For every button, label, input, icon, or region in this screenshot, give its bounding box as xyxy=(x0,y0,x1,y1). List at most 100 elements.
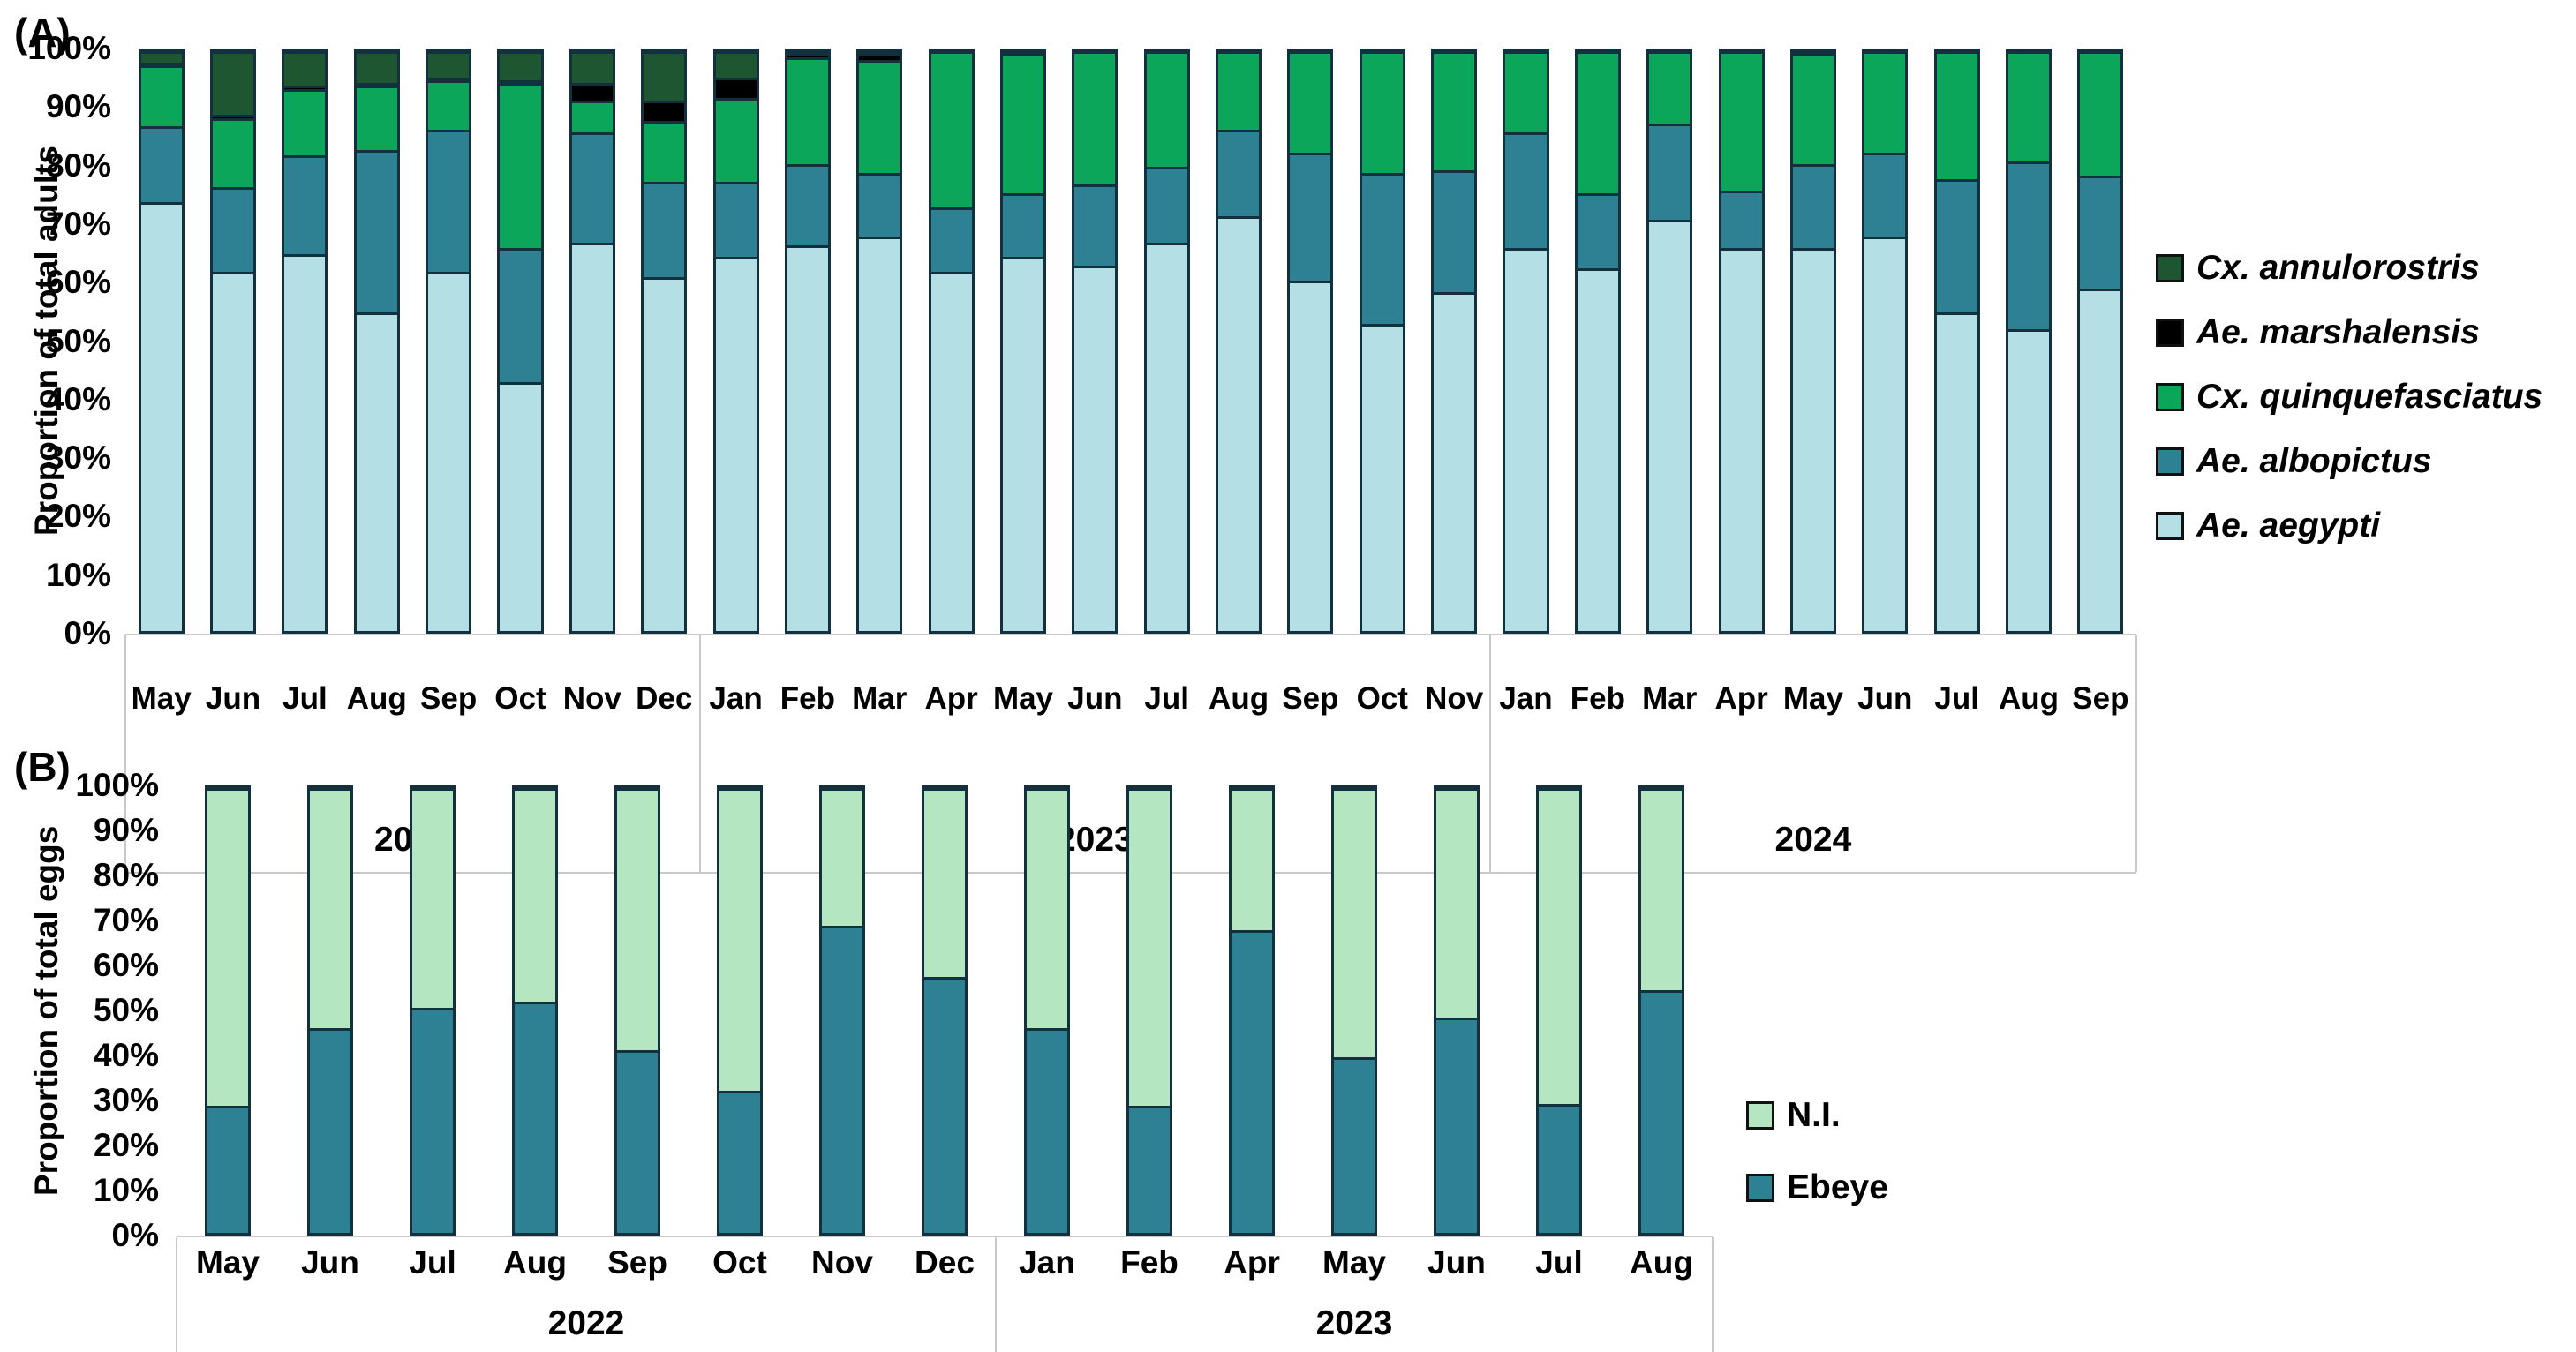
bar-segment-ae--albopictus xyxy=(1218,129,1260,217)
bar-segment-cx--quinquefasciatus xyxy=(1649,51,1691,124)
bar-segment-ae--aegypti xyxy=(1936,312,1977,631)
bar-column-feb-20 xyxy=(1562,49,1633,634)
x-tick-label: Jul xyxy=(1934,681,1979,716)
y-tick-label: 40% xyxy=(93,1037,159,1073)
legend-item: Ebeye xyxy=(1746,1168,1888,1207)
bar-segment-ae--aegypti xyxy=(1649,219,1691,631)
stacked-bar xyxy=(716,785,764,1236)
bar-segment-ae--aegypti xyxy=(1002,257,1044,631)
bar-column-jun-1 xyxy=(197,49,268,634)
plot-area-b xyxy=(177,785,1713,1236)
stacked-bar xyxy=(1228,785,1276,1236)
bar-segment-ebeye xyxy=(616,1050,659,1233)
bar-segment-n-i- xyxy=(1435,788,1478,1018)
stacked-bar xyxy=(999,49,1047,634)
bar-segment-cx--quinquefasciatus xyxy=(1864,51,1906,153)
x-tick-label: Jun xyxy=(205,681,261,716)
stacked-bar xyxy=(409,785,456,1236)
bar-segment-cx--quinquefasciatus xyxy=(644,120,685,182)
y-tick-label: 70% xyxy=(93,902,159,938)
bar-column-dec-7 xyxy=(629,49,700,634)
y-tick-label: 100% xyxy=(75,767,159,803)
stacked-bar xyxy=(1789,49,1836,634)
bar-segment-ae--aegypti xyxy=(1792,248,1834,631)
x-tick-label: Feb xyxy=(1120,1244,1179,1281)
bar-column-jul-14 xyxy=(1131,49,1202,634)
x-tick-label: May xyxy=(1782,681,1843,716)
bar-segment-ae--albopictus xyxy=(1577,192,1618,269)
bar-column-may-11 xyxy=(1303,785,1405,1236)
bar-segment-n-i- xyxy=(207,788,249,1107)
stacked-bar xyxy=(1359,49,1405,634)
x-tick-label: Aug xyxy=(503,1244,567,1281)
bar-segment-ae--albopictus xyxy=(1505,132,1547,249)
legend-species: Cx. annulorostris Ae. marshalensis Cx. qui… xyxy=(2156,249,2542,571)
bar-column-nov-18 xyxy=(1418,49,1489,634)
year-separator-line xyxy=(698,635,701,872)
bar-column-jun-1 xyxy=(279,785,381,1236)
bar-segment-cx--annulorostris xyxy=(356,51,397,84)
bar-segment-ebeye xyxy=(1333,1056,1375,1233)
x-tick-label: Aug xyxy=(1630,1244,1693,1281)
stacked-bar xyxy=(282,49,328,634)
bar-segment-cx--annulorostris xyxy=(571,51,613,84)
year-label-2022: 2022 xyxy=(547,1304,625,1342)
bar-column-dec-7 xyxy=(893,785,996,1236)
bar-segment-cx--quinquefasciatus xyxy=(715,97,757,182)
stacked-bar xyxy=(306,785,354,1236)
x-tick-label: Sep xyxy=(1282,681,1339,716)
bar-segment-ae--marshalensis xyxy=(213,115,254,118)
bar-segment-ae--albopictus xyxy=(1002,192,1044,258)
bar-segment-ae--marshalensis xyxy=(644,100,685,121)
bar-segment-cx--quinquefasciatus xyxy=(500,83,541,249)
bar-column-aug-26 xyxy=(1992,49,2064,634)
bar-segment-ebeye xyxy=(514,1001,556,1233)
bar-segment-n-i- xyxy=(616,788,659,1051)
year-label-2024: 2024 xyxy=(1774,821,1852,859)
bar-column-aug-3 xyxy=(484,785,586,1236)
bar-segment-ae--aegypti xyxy=(1361,323,1403,631)
bar-segment-ae--aegypti xyxy=(1721,248,1762,631)
x-tick-label: May xyxy=(1322,1244,1386,1281)
bar-segment-n-i- xyxy=(1026,788,1068,1029)
bar-segment-cx--quinquefasciatus xyxy=(284,88,326,156)
bar-column-jun-13 xyxy=(1059,49,1131,634)
bar-segment-ae--aegypti xyxy=(356,312,397,631)
bar-column-may-0 xyxy=(177,785,279,1236)
x-tick-label: Dec xyxy=(915,1244,975,1281)
x-tick-label: Sep xyxy=(607,1244,667,1281)
bar-segment-cx--quinquefasciatus xyxy=(787,56,828,165)
bar-segment-ebeye xyxy=(309,1028,351,1233)
stacked-bar xyxy=(497,49,544,634)
bar-segment-ebeye xyxy=(1128,1106,1171,1233)
bar-segment-ae--albopictus xyxy=(356,149,397,312)
x-tick-label: Sep xyxy=(2072,681,2129,716)
x-tick-label: Jun xyxy=(1067,681,1123,716)
legend-swatch-icon xyxy=(1746,1101,1774,1130)
bar-segment-ae--aegypti xyxy=(1074,266,1116,631)
stacked-bar xyxy=(1933,49,1980,634)
x-tick-label: Jun xyxy=(1857,681,1913,716)
bar-column-jul-25 xyxy=(1921,49,1992,634)
x-tick-label: Dec xyxy=(636,681,693,716)
legend-item: Ae. aegypti xyxy=(2156,507,2542,545)
bar-segment-ae--albopictus xyxy=(213,187,254,272)
stacked-bar xyxy=(1023,785,1071,1236)
bar-column-may-23 xyxy=(1777,49,1849,634)
bar-segment-ae--aegypti xyxy=(2080,289,2121,631)
bar-segment-ae--aegypti xyxy=(644,277,685,631)
bar-segment-cx--quinquefasciatus xyxy=(1721,51,1762,191)
bar-column-may-0 xyxy=(125,49,197,634)
bar-segment-cx--annulorostris xyxy=(428,51,470,78)
legend-label: Cx. annulorostris xyxy=(2196,249,2480,287)
legend-label: N.I. xyxy=(1787,1096,1841,1134)
x-tick-label: Oct xyxy=(494,681,546,716)
bar-segment-ebeye xyxy=(1231,930,1273,1233)
bar-segment-ae--aegypti xyxy=(2007,329,2050,631)
legend-sites: N.I. Ebeye xyxy=(1746,1096,1888,1241)
bar-segment-ae--albopictus xyxy=(644,181,685,278)
bar-segment-ae--aegypti xyxy=(1218,216,1260,631)
stacked-bar xyxy=(1638,785,1685,1236)
x-tick-label: Nov xyxy=(811,1244,873,1281)
year-separator-line xyxy=(994,1237,997,1352)
